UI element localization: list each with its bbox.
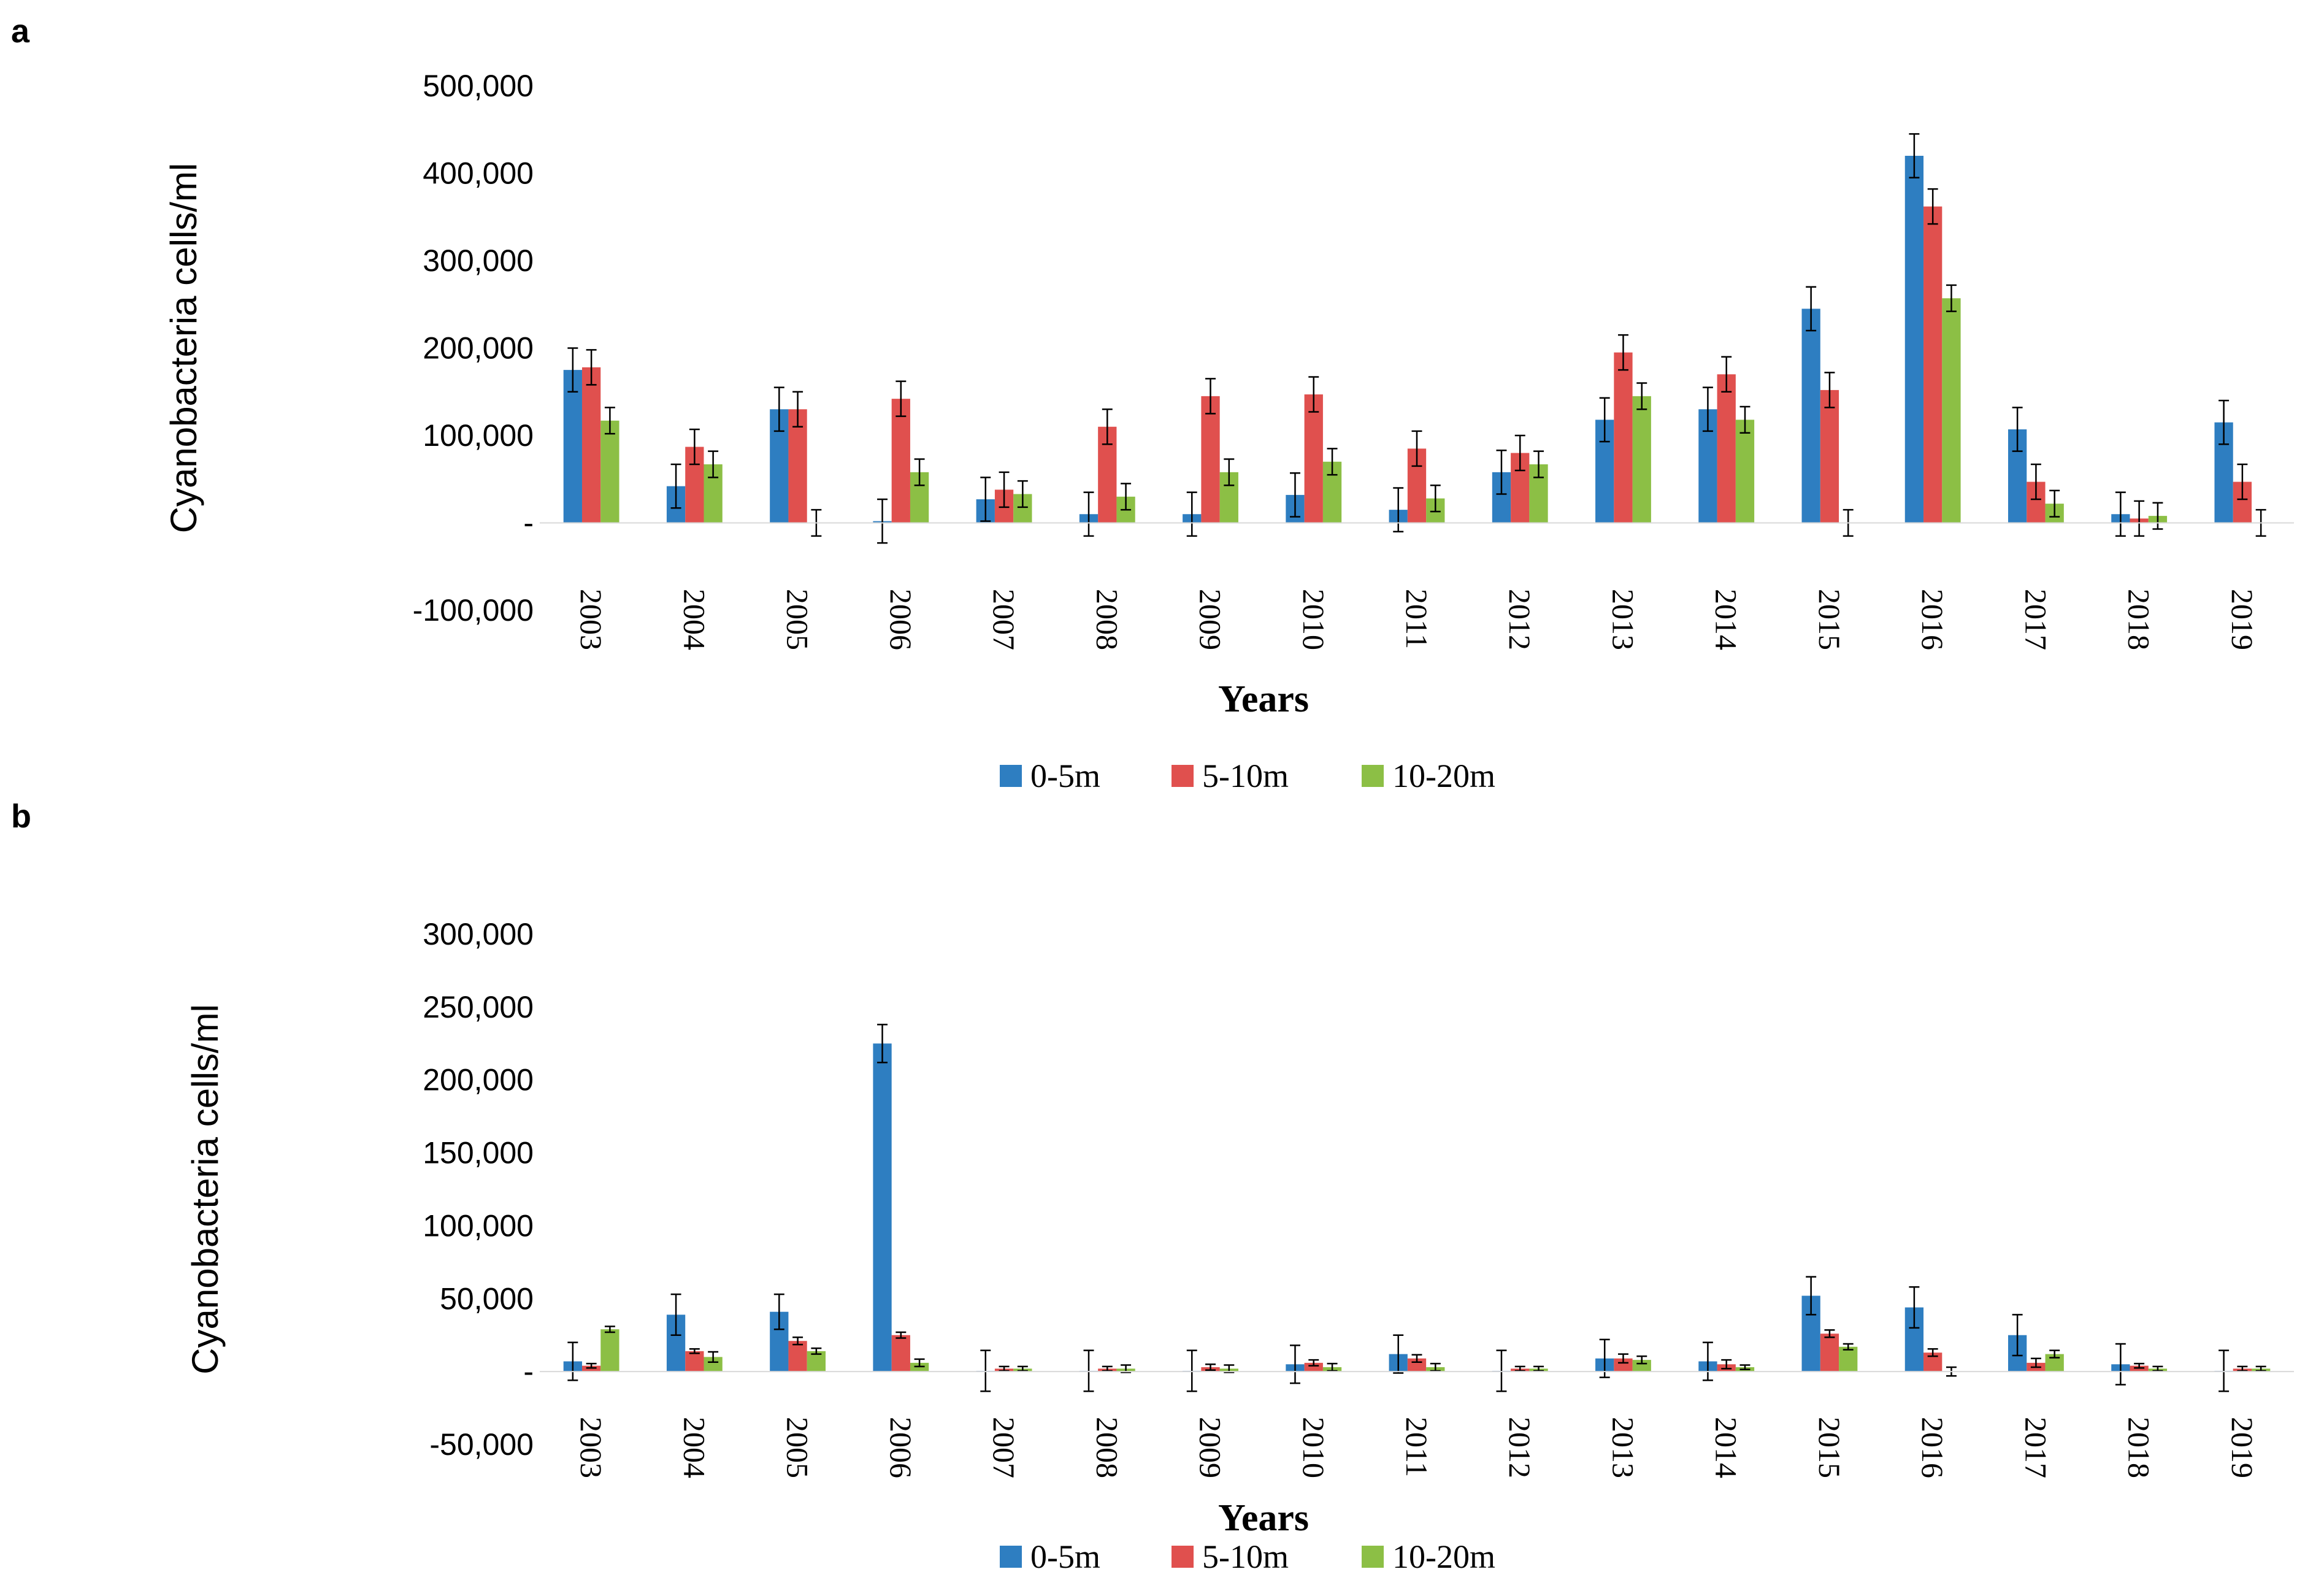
- x-tick-label-a: 2006: [884, 589, 918, 650]
- bar-a-10-20m-2014: [1735, 420, 1755, 523]
- bar-a-0-5m-2003: [563, 370, 582, 523]
- panel-label-b: b: [11, 798, 31, 835]
- x-axis-title-b: Years: [1218, 1497, 1309, 1539]
- x-tick-label-a: 2017: [2019, 589, 2053, 650]
- legend-label-b-0-5m: 0-5m: [1030, 1538, 1100, 1575]
- x-tick-label-a: 2010: [1297, 589, 1331, 650]
- y-tick-label-b: 250,000: [423, 990, 534, 1024]
- y-tick-label-b: 150,000: [423, 1136, 534, 1170]
- y-axis-title-a: Cyanobacteria cells/ml: [163, 163, 204, 534]
- bar-a-0-5m-2016: [1904, 156, 1924, 523]
- x-tick-label-a: 2005: [781, 589, 815, 650]
- bar-a-10-20m-2016: [1942, 298, 1961, 523]
- legend-label-b-5-10m: 5-10m: [1202, 1538, 1289, 1575]
- legend-swatch-b-0-5m: [1000, 1546, 1022, 1568]
- x-tick-label-b: 2016: [1916, 1417, 1950, 1478]
- x-tick-label-a: 2009: [1194, 589, 1228, 650]
- x-tick-label-b: 2012: [1503, 1417, 1537, 1478]
- bar-b-5-10m-2005: [788, 1341, 807, 1372]
- y-tick-label-a: -: [523, 506, 534, 540]
- bar-b-10-20m-2003: [600, 1329, 619, 1372]
- y-tick-label-a: 400,000: [423, 156, 534, 191]
- y-tick-label-a: 300,000: [423, 244, 534, 278]
- legend-swatch-b-10-20m: [1362, 1546, 1384, 1568]
- y-tick-label-a: -100,000: [413, 593, 534, 627]
- bar-a-5-10m-2015: [1820, 389, 1839, 523]
- x-tick-label-a: 2018: [2122, 589, 2157, 650]
- x-tick-label-a: 2016: [1916, 589, 1950, 650]
- bar-a-5-10m-2003: [581, 367, 601, 523]
- legend-label-a-5-10m: 5-10m: [1202, 758, 1289, 794]
- y-tick-label-b: 300,000: [423, 917, 534, 951]
- bar-a-5-10m-2014: [1717, 374, 1736, 523]
- y-tick-label-b: 200,000: [423, 1063, 534, 1097]
- bar-a-10-20m-2013: [1632, 396, 1651, 523]
- x-tick-label-b: 2018: [2122, 1417, 2157, 1478]
- y-tick-label-b: -50,000: [429, 1427, 534, 1462]
- x-tick-label-b: 2006: [884, 1417, 918, 1478]
- x-tick-label-b: 2010: [1297, 1417, 1331, 1478]
- x-tick-label-a: 2019: [2225, 589, 2260, 650]
- x-tick-label-b: 2009: [1194, 1417, 1228, 1478]
- bar-a-5-10m-2013: [1614, 352, 1633, 523]
- y-tick-label-b: 100,000: [423, 1208, 534, 1243]
- bar-b-0-5m-2006: [873, 1043, 892, 1372]
- x-tick-label-a: 2007: [987, 589, 1021, 650]
- y-tick-label-a: 200,000: [423, 331, 534, 366]
- x-tick-label-a: 2008: [1090, 589, 1124, 650]
- x-tick-label-b: 2004: [677, 1417, 711, 1478]
- y-tick-label-b: 50,000: [440, 1281, 534, 1316]
- y-tick-label-b: -: [523, 1354, 534, 1389]
- x-tick-label-b: 2005: [781, 1417, 815, 1478]
- y-tick-label-a: 500,000: [423, 69, 534, 103]
- x-tick-label-b: 2007: [987, 1417, 1021, 1478]
- bar-a-0-5m-2015: [1801, 309, 1820, 523]
- legend-swatch-b-5-10m: [1172, 1546, 1194, 1568]
- legend-label-a-10-20m: 10-20m: [1392, 758, 1495, 794]
- bar-a-5-10m-2016: [1923, 206, 1942, 523]
- x-tick-label-a: 2015: [1812, 589, 1847, 650]
- chart-a-svg: -100,000-100,000200,000300,000400,000500…: [163, 69, 2294, 794]
- bar-a-5-10m-2006: [891, 399, 910, 523]
- bar-b-5-10m-2013: [1614, 1358, 1633, 1372]
- x-tick-label-b: 2015: [1812, 1417, 1847, 1478]
- x-tick-label-b: 2003: [574, 1417, 608, 1478]
- x-tick-label-b: 2011: [1400, 1417, 1434, 1477]
- bar-a-5-10m-2005: [788, 409, 807, 523]
- x-tick-label-a: 2003: [574, 589, 608, 650]
- y-tick-label-a: 100,000: [423, 418, 534, 453]
- legend-swatch-a-5-10m: [1172, 765, 1194, 787]
- bar-b-5-10m-2004: [685, 1351, 704, 1372]
- legend-swatch-a-10-20m: [1362, 765, 1384, 787]
- x-tick-label-b: 2013: [1606, 1417, 1640, 1478]
- chart-panel-a: a -100,000-100,000 200,000 300,000 400,000 5…: [11, 13, 2294, 794]
- bar-b-10-20m-2004: [704, 1357, 723, 1372]
- chart-panel-b: b -50,000-50,000 100,000 150,000 200,000 250…: [0, 797, 2324, 1588]
- x-tick-label-b: 2014: [1709, 1417, 1744, 1478]
- x-tick-label-b: 2008: [1090, 1417, 1124, 1478]
- bar-a-10-20m-2003: [600, 420, 619, 523]
- x-tick-label-b: 2019: [2225, 1417, 2260, 1478]
- bar-b-10-20m-2015: [1839, 1346, 1858, 1372]
- chart-b-svg: -50,000-50,000100,000150,000200,000250,0…: [185, 917, 2294, 1575]
- panel-label-a: a: [11, 13, 30, 50]
- x-tick-label-a: 2014: [1709, 589, 1744, 650]
- x-tick-label-a: 2013: [1606, 589, 1640, 650]
- legend-swatch-a-0-5m: [1000, 765, 1022, 787]
- bar-a-5-10m-2009: [1201, 396, 1220, 523]
- x-tick-label-a: 2004: [677, 589, 711, 650]
- legend-label-b-10-20m: 10-20m: [1392, 1538, 1495, 1575]
- bar-b-5-10m-2006: [891, 1335, 910, 1372]
- x-tick-label-a: 2011: [1400, 589, 1434, 649]
- x-tick-label-b: 2017: [2019, 1417, 2053, 1478]
- legend-label-a-0-5m: 0-5m: [1030, 758, 1100, 794]
- x-axis-title-a: Years: [1218, 678, 1309, 720]
- bar-b-5-10m-2015: [1820, 1333, 1839, 1372]
- x-tick-label-a: 2012: [1503, 589, 1537, 650]
- y-axis-title-b: Cyanobacteria cells/ml: [185, 1004, 226, 1375]
- bar-a-5-10m-2010: [1304, 394, 1323, 523]
